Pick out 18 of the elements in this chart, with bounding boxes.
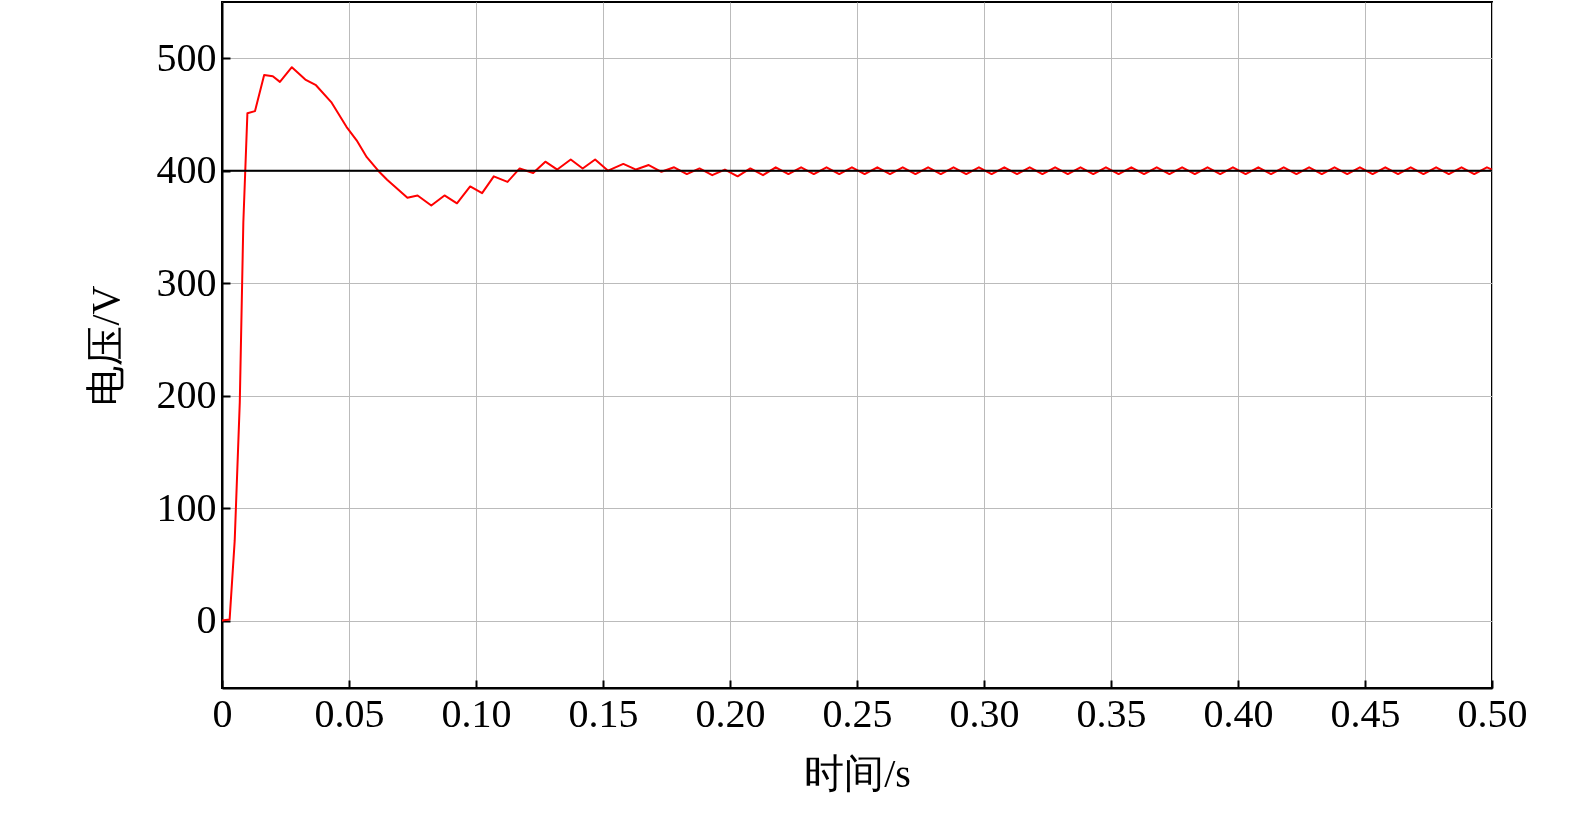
x-tick-label: 0.50 bbox=[1457, 690, 1528, 736]
y-tick-label: 300 bbox=[156, 259, 217, 305]
y-tick-label: 200 bbox=[156, 372, 217, 418]
x-tick-label: 0.30 bbox=[949, 690, 1020, 736]
x-tick-label: 0.15 bbox=[568, 690, 639, 736]
x-axis-title: 时间/s bbox=[804, 750, 911, 796]
y-tick-label: 0 bbox=[196, 597, 217, 643]
x-tick-label: 0.40 bbox=[1203, 690, 1274, 736]
x-tick-label: 0.25 bbox=[822, 690, 893, 736]
x-tick-label: 0.35 bbox=[1076, 690, 1147, 736]
y-axis-title: 电压/V bbox=[82, 285, 128, 406]
x-tick-label: 0.10 bbox=[441, 690, 512, 736]
y-tick-label: 400 bbox=[156, 147, 217, 193]
y-tick-label: 500 bbox=[156, 34, 217, 80]
x-tick-label: 0.05 bbox=[314, 690, 385, 736]
x-tick-label: 0.45 bbox=[1330, 690, 1401, 736]
y-tick-label: 100 bbox=[156, 484, 217, 530]
x-tick-label: 0.20 bbox=[695, 690, 766, 736]
